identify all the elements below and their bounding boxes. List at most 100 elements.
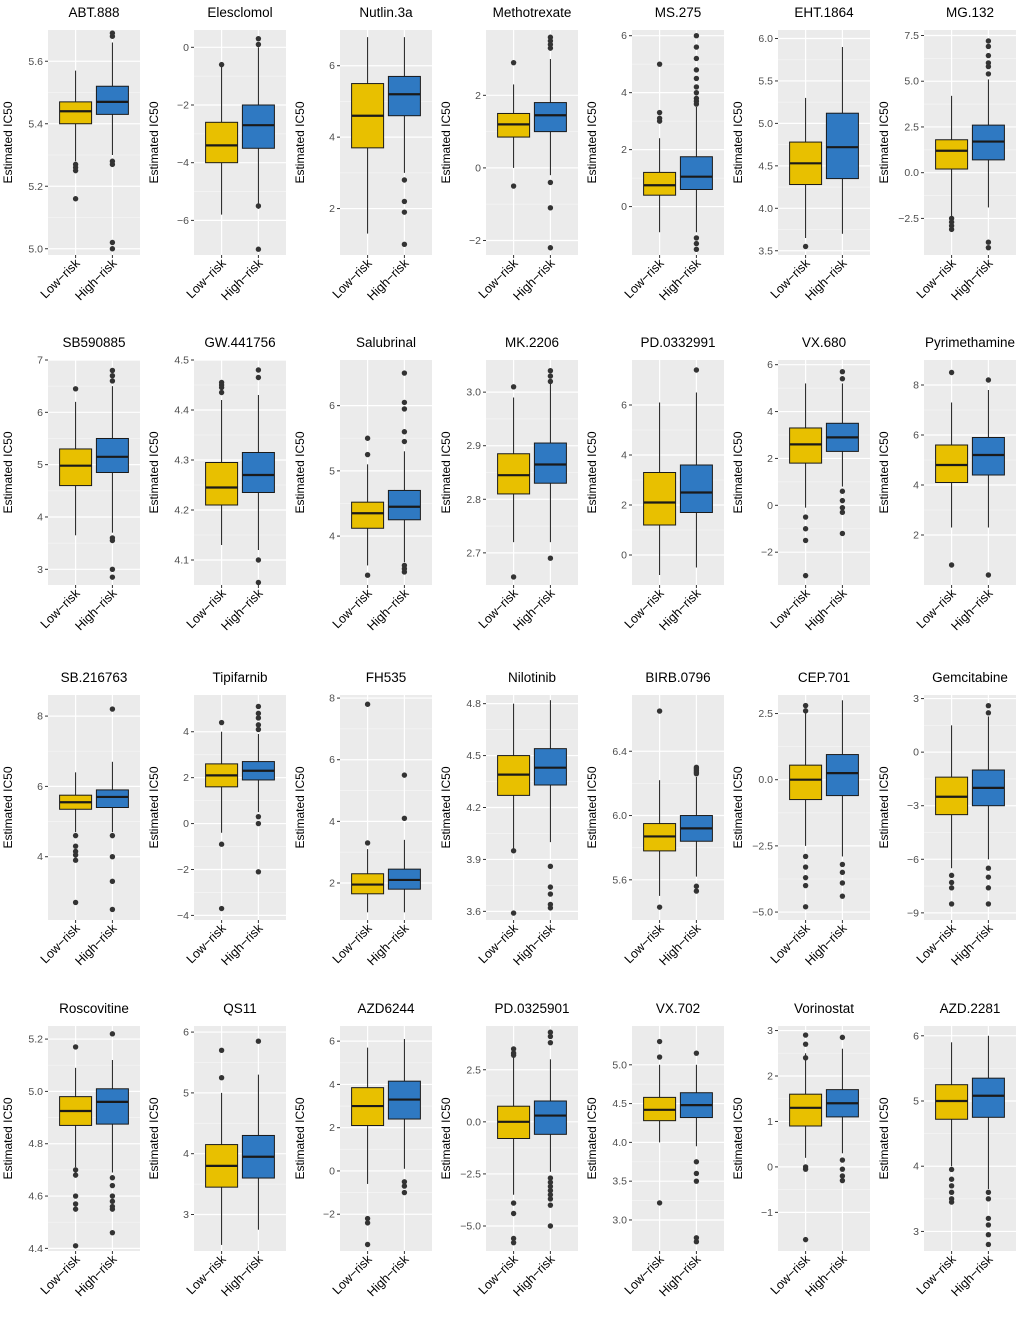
panel-background — [924, 1026, 1016, 1251]
y-tick-label: 4.1 — [174, 555, 189, 567]
y-axis-label: Estimated IC50 — [1, 766, 15, 848]
x-label-high-risk: High−risk — [73, 1252, 121, 1300]
outlier-point — [401, 1183, 408, 1189]
y-tick-label: 4.3 — [174, 455, 189, 467]
panel-title: MK.2206 — [505, 335, 559, 350]
outlier-point — [401, 406, 408, 412]
y-tick-label: −4 — [177, 157, 189, 169]
y-tick-label: 5 — [183, 1087, 189, 1099]
y-tick-label: 3.0 — [612, 1214, 627, 1226]
outlier-point — [72, 196, 79, 202]
box-high-risk — [241, 104, 275, 149]
outlier-point — [109, 906, 116, 913]
outlier-point — [693, 883, 700, 889]
y-tick-label: 2.7 — [466, 547, 481, 559]
y-tick-label: 7.5 — [904, 30, 919, 42]
y-tick-label: 4.2 — [174, 505, 189, 517]
y-axis-label: Estimated IC50 — [293, 1097, 307, 1179]
outlier-point — [401, 569, 408, 575]
outlier-point — [364, 840, 371, 846]
box-high-risk — [679, 156, 713, 190]
panel-background — [340, 360, 432, 585]
y-tick-label: 6 — [183, 1027, 189, 1039]
box-low-risk — [789, 1093, 823, 1127]
outlier-point — [948, 1166, 955, 1173]
outlier-point — [985, 71, 992, 77]
panel-title: Nilotinib — [508, 670, 556, 685]
y-tick-label: 5.2 — [28, 1034, 43, 1046]
outlier-point — [72, 386, 79, 392]
y-axis-label: Estimated IC50 — [293, 766, 307, 848]
outlier-point — [693, 67, 700, 73]
outlier-point — [109, 537, 116, 544]
outlier-point — [72, 1201, 79, 1207]
x-label-high-risk: High−risk — [511, 586, 559, 634]
outlier-point — [401, 1179, 408, 1185]
outlier-point — [985, 63, 992, 70]
outlier-point — [218, 1047, 225, 1054]
panel-title: Gemcitabine — [932, 670, 1008, 685]
y-axis-label: Estimated IC50 — [439, 766, 453, 848]
panel-title: PD.0325901 — [494, 1001, 569, 1016]
y-tick-label: 6 — [37, 781, 43, 793]
y-tick-label: 4 — [621, 87, 627, 99]
outlier-point — [218, 719, 225, 726]
outlier-point — [255, 726, 262, 733]
y-tick-label: 5.0 — [28, 1086, 43, 1098]
outlier-point — [985, 1189, 992, 1196]
outlier-point — [693, 771, 700, 777]
outlier-point — [693, 101, 700, 107]
outlier-point — [802, 514, 809, 520]
y-tick-label: 0 — [621, 201, 627, 213]
outlier-point — [109, 239, 116, 246]
x-label-high-risk: High−risk — [365, 586, 413, 634]
y-tick-label: −5.0 — [460, 1221, 481, 1233]
outlier-point — [985, 377, 992, 383]
panel-title: Pyrimethamine — [925, 335, 1015, 350]
outlier-point — [510, 1046, 517, 1052]
x-label-high-risk: High−risk — [803, 1252, 851, 1300]
panel-title: QS11 — [223, 1001, 257, 1016]
outlier-point — [985, 703, 992, 709]
panel-title: Elesclomol — [207, 5, 272, 20]
outlier-point — [72, 167, 79, 174]
y-tick-label: 4 — [329, 531, 335, 543]
panel-title: ABT.888 — [68, 5, 119, 20]
outlier-point — [948, 226, 955, 233]
y-tick-label: −1 — [761, 1207, 773, 1219]
outlier-point — [255, 722, 262, 728]
panel-background — [340, 1026, 432, 1251]
outlier-point — [656, 1200, 663, 1206]
y-axis-label: Estimated IC50 — [877, 431, 891, 513]
panel-background — [778, 695, 870, 920]
outlier-point — [364, 451, 371, 458]
outlier-point — [547, 1029, 554, 1035]
outlier-point — [547, 1192, 554, 1198]
outlier-point — [218, 389, 225, 396]
box-high-risk — [533, 442, 567, 484]
outlier-point — [109, 878, 116, 885]
outlier-point — [72, 1206, 79, 1212]
y-tick-label: 6 — [913, 430, 919, 442]
panel-background — [486, 30, 578, 255]
outlier-point — [255, 715, 262, 721]
outlier-point — [510, 1052, 517, 1058]
outlier-point — [109, 854, 116, 860]
outlier-point — [948, 872, 955, 879]
box-low-risk — [935, 444, 969, 483]
y-tick-label: 5.6 — [612, 874, 627, 886]
outlier-point — [109, 33, 116, 39]
outlier-point — [839, 1157, 846, 1163]
outlier-point — [72, 857, 79, 863]
outlier-point — [547, 905, 554, 911]
x-label-high-risk: High−risk — [73, 921, 121, 969]
outlier-point — [547, 1202, 554, 1208]
y-tick-label: −6 — [907, 854, 919, 866]
y-tick-label: 5.6 — [28, 56, 43, 68]
outlier-point — [985, 52, 992, 59]
